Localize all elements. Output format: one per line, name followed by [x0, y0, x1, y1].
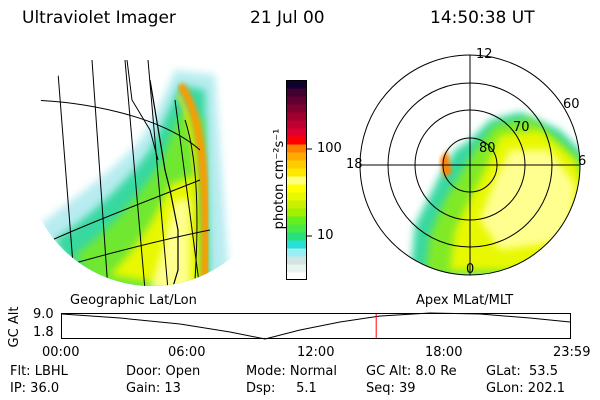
colorbar-swatch	[286, 232, 306, 241]
altitude-ylabel: GC Alt	[7, 306, 22, 348]
colorbar-swatch	[286, 216, 306, 225]
colorbar-swatch	[286, 96, 306, 105]
lat-label-60: 60	[563, 97, 580, 112]
info-filter: Flt: LBHL	[10, 364, 68, 379]
mlt-label-12: 12	[476, 47, 493, 62]
altitude-plot	[61, 312, 571, 340]
colorbar-swatch	[286, 144, 306, 153]
info-seq: Seq: 39	[366, 381, 416, 396]
date-label: 21 Jul 00	[250, 8, 325, 28]
colorbar-swatch	[286, 208, 306, 217]
info-door: Door: Open	[126, 364, 201, 379]
ytick-9: 9.0	[33, 307, 54, 322]
instrument-title: Ultraviolet Imager	[22, 8, 176, 28]
colorbar-swatch	[286, 104, 306, 113]
xtick-0600: 06:00	[168, 345, 206, 360]
colorbar-swatch	[286, 88, 306, 97]
colorbar-swatch	[286, 176, 306, 185]
lat-label-80: 80	[479, 141, 496, 156]
colorbar-swatch	[286, 80, 306, 89]
mlt-label-18: 18	[346, 157, 363, 172]
info-glat: GLat: 53.5	[486, 364, 558, 379]
colorbar-swatch	[286, 192, 306, 201]
colorbar-swatch	[286, 160, 306, 169]
mlt-label-0: 0	[466, 262, 475, 277]
info-dsp: Dsp: 5.1	[246, 381, 317, 396]
colorbar-swatch	[286, 168, 306, 177]
polar-plot	[359, 54, 581, 276]
xtick-0000: 00:00	[42, 345, 80, 360]
colorbar-swatch	[286, 112, 306, 121]
geographic-label: Geographic Lat/Lon	[70, 293, 197, 308]
lat-label-70: 70	[513, 120, 530, 135]
info-gc-alt: GC Alt: 8.0 Re	[366, 364, 457, 379]
colorbar-unit-label: photon cm⁻²s⁻¹	[272, 128, 287, 230]
colorbar-swatch	[286, 184, 306, 193]
aurora-geographic	[26, 40, 278, 286]
colorbar-swatch	[286, 120, 306, 129]
colorbar-swatch	[286, 152, 306, 161]
colorbar-tick-100: 100	[317, 141, 342, 156]
colorbar-swatch	[286, 224, 306, 233]
mlt-label-6: 6	[578, 154, 587, 169]
colorbar-swatch	[286, 200, 306, 209]
ytick-1-8: 1.8	[33, 325, 54, 340]
colorbar-tick-10: 10	[317, 228, 334, 243]
colorbar-swatch	[286, 256, 306, 265]
geographic-image	[26, 40, 278, 286]
info-ip: IP: 36.0	[10, 381, 60, 396]
colorbar-swatch	[286, 128, 306, 137]
xtick-1200: 12:00	[297, 345, 335, 360]
apex-label: Apex MLat/MLT	[416, 293, 514, 308]
info-glon: GLon: 202.1	[486, 381, 566, 396]
colorbar-swatch	[286, 264, 306, 273]
colorbar	[286, 80, 306, 281]
colorbar-swatch	[286, 240, 306, 249]
xtick-2359: 23:59	[553, 345, 591, 360]
aurora-polar	[410, 112, 580, 275]
time-label: 14:50:38 UT	[430, 8, 535, 28]
info-mode: Mode: Normal	[246, 364, 337, 379]
colorbar-swatch	[286, 248, 306, 257]
info-gain: Gain: 13	[126, 381, 181, 396]
colorbar-swatch	[286, 272, 306, 281]
colorbar-swatch	[286, 136, 306, 145]
xtick-1800: 18:00	[425, 345, 463, 360]
